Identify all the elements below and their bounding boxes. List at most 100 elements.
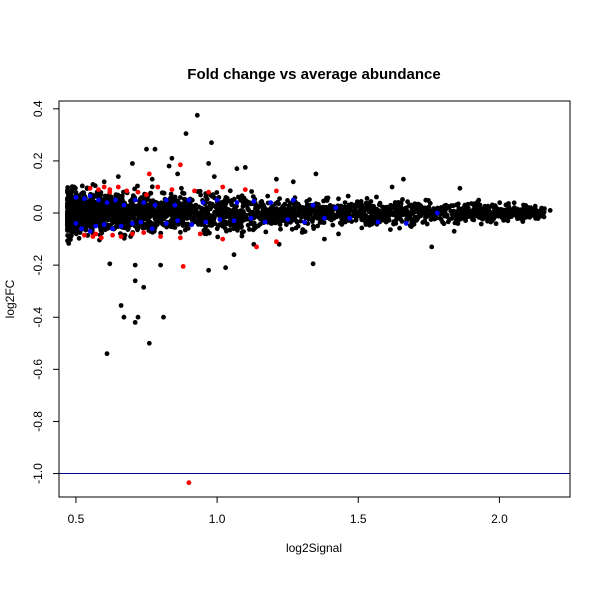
data-point <box>532 206 538 211</box>
data-point <box>412 201 418 207</box>
data-point <box>261 215 267 221</box>
data-point <box>217 203 222 209</box>
data-point <box>414 215 419 220</box>
data-point <box>156 208 162 214</box>
data-point <box>144 213 150 219</box>
series-2 <box>73 193 440 234</box>
data-point <box>360 213 365 219</box>
data-point <box>302 219 307 225</box>
data-point <box>391 221 396 226</box>
data-point <box>307 207 313 213</box>
data-point <box>73 231 79 237</box>
data-point <box>336 231 341 237</box>
data-point <box>141 284 147 290</box>
data-point <box>73 190 79 195</box>
data-point <box>180 264 186 269</box>
data-point <box>293 211 299 217</box>
data-point <box>440 219 445 225</box>
data-point <box>410 211 415 217</box>
data-point <box>509 212 515 218</box>
data-point <box>321 220 327 225</box>
data-point <box>180 223 186 228</box>
data-point <box>389 184 395 190</box>
data-point <box>477 211 483 216</box>
data-point <box>313 212 319 218</box>
data-point <box>310 202 316 208</box>
data-point <box>70 204 76 209</box>
data-point <box>152 209 157 214</box>
data-point <box>512 208 518 213</box>
data-point <box>353 217 359 223</box>
data-point <box>177 195 183 200</box>
data-point <box>65 219 70 225</box>
data-point <box>195 220 200 226</box>
data-point <box>115 184 121 190</box>
data-point <box>101 222 107 228</box>
data-point <box>234 203 239 209</box>
data-point <box>274 188 279 194</box>
data-point <box>390 212 396 218</box>
data-point <box>533 216 539 221</box>
y-axis-label: log2FC <box>3 279 17 318</box>
data-point <box>442 207 448 213</box>
data-point <box>75 203 81 209</box>
data-point <box>398 201 404 206</box>
data-point <box>247 200 253 206</box>
data-point <box>367 214 373 220</box>
data-point <box>183 211 189 217</box>
data-point <box>197 231 203 237</box>
data-point <box>366 209 372 215</box>
data-point <box>130 211 135 217</box>
data-point <box>115 174 121 180</box>
data-point <box>149 184 155 190</box>
data-point <box>324 206 329 212</box>
data-point <box>463 218 468 224</box>
data-point <box>230 210 236 216</box>
data-point <box>110 232 115 238</box>
data-point <box>65 185 71 190</box>
data-point <box>439 205 444 210</box>
x-axis-label: log2Signal <box>286 541 342 555</box>
data-point <box>162 212 168 218</box>
data-point <box>132 262 138 268</box>
data-point <box>404 208 410 214</box>
data-point <box>206 267 212 273</box>
data-point <box>158 262 164 268</box>
data-point <box>85 212 90 218</box>
data-point <box>274 239 279 245</box>
data-point <box>175 218 181 224</box>
data-point <box>378 211 384 217</box>
data-point <box>471 217 477 223</box>
data-point <box>178 235 183 241</box>
data-point <box>92 219 97 225</box>
data-point <box>131 208 137 213</box>
data-point <box>135 183 140 189</box>
data-point <box>118 303 124 308</box>
data-point <box>86 199 92 205</box>
data-point <box>233 223 239 229</box>
data-point <box>227 227 233 233</box>
data-point <box>493 221 499 227</box>
data-point <box>521 205 527 211</box>
data-point <box>290 179 296 185</box>
data-point <box>130 161 135 166</box>
data-point <box>437 215 443 221</box>
data-point <box>299 230 305 235</box>
data-point <box>121 314 127 320</box>
data-point <box>331 215 337 221</box>
data-point <box>272 216 278 221</box>
y-tick-label: 0.4 <box>31 100 45 117</box>
data-point <box>81 209 87 215</box>
data-point <box>125 215 131 221</box>
data-point <box>68 233 74 239</box>
data-point <box>199 211 205 217</box>
data-point <box>457 185 463 191</box>
data-point <box>65 214 71 220</box>
x-axis: 0.5 1.0 1.5 2.0 <box>68 496 508 526</box>
data-point <box>220 236 226 242</box>
data-point <box>203 219 209 225</box>
data-point <box>153 220 159 226</box>
data-point <box>176 201 182 207</box>
data-point <box>451 228 457 234</box>
data-point <box>400 197 405 202</box>
